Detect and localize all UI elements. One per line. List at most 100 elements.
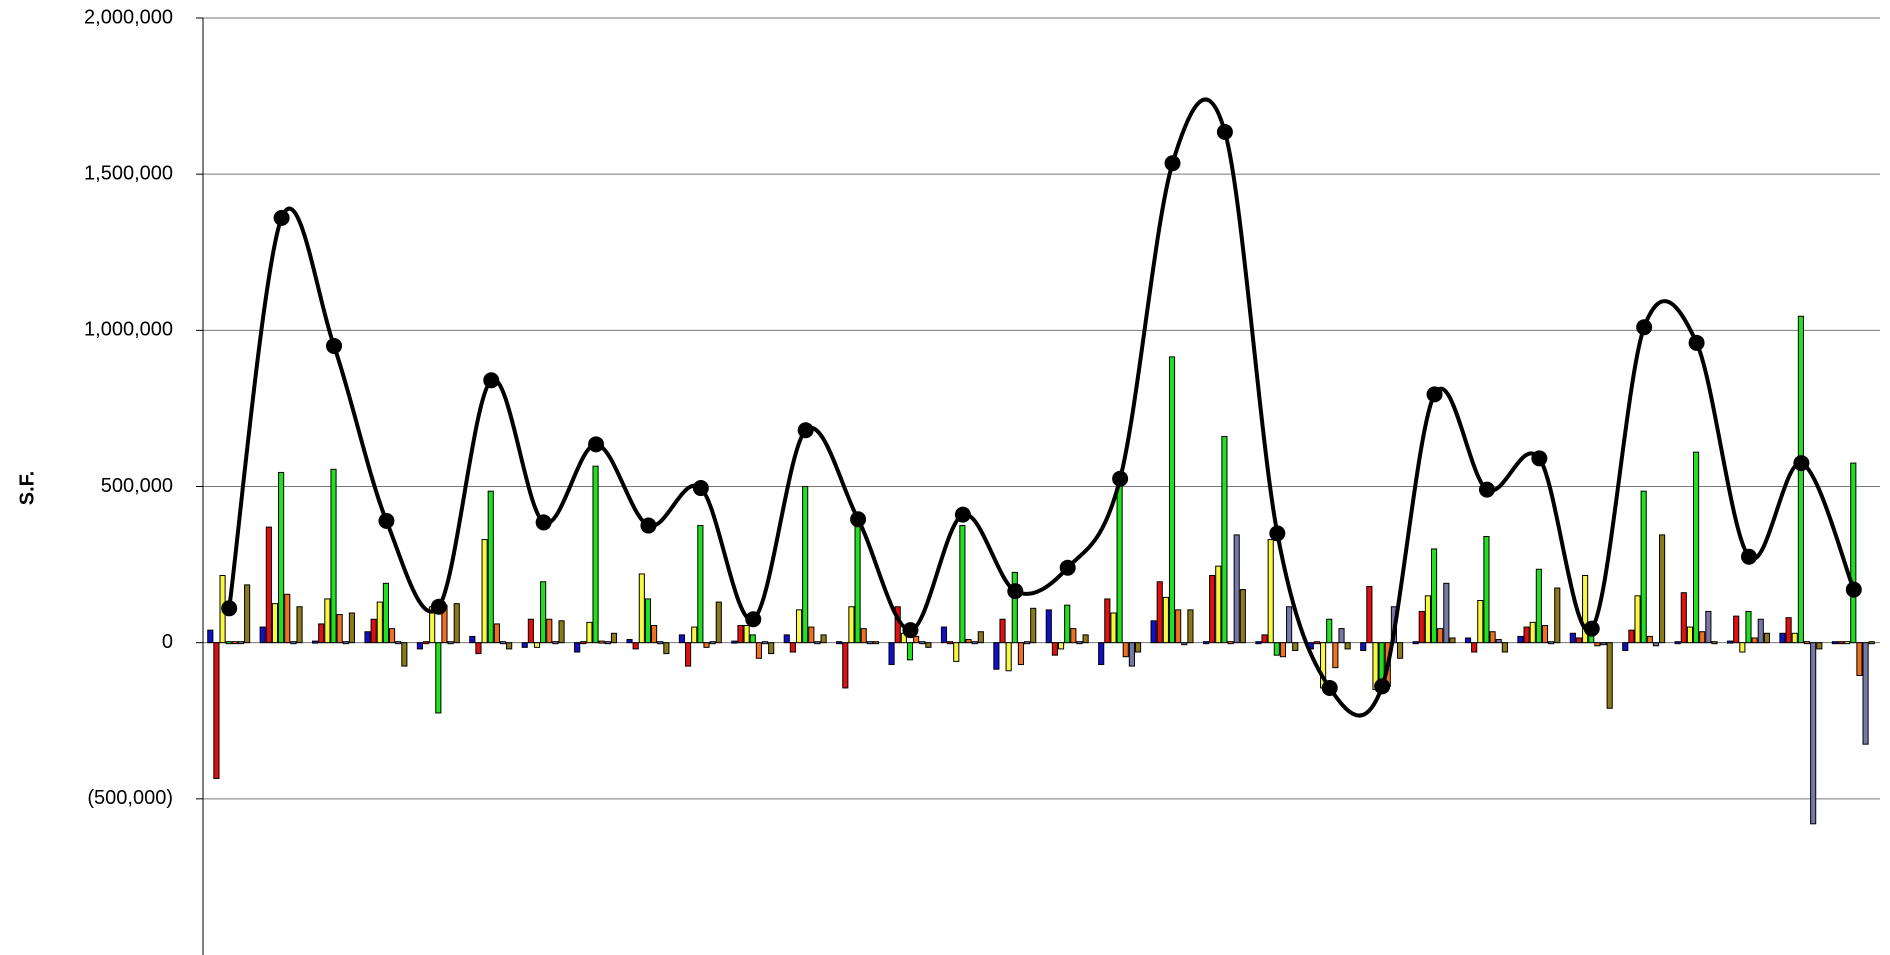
bar [1116, 479, 1123, 644]
y-axis-label: S.F. [16, 471, 38, 505]
bar [324, 598, 331, 644]
bar [1803, 641, 1811, 645]
bar [1622, 642, 1629, 651]
bar [610, 632, 618, 644]
bar [225, 641, 232, 645]
line-point [588, 436, 605, 453]
bar [888, 642, 895, 666]
bar [342, 641, 349, 645]
bar [1535, 568, 1542, 644]
bar [808, 626, 815, 644]
bar [1763, 632, 1770, 644]
bar [558, 620, 565, 644]
bar [1122, 642, 1129, 658]
line-point [850, 511, 867, 528]
bar [447, 641, 454, 645]
bar [533, 642, 541, 648]
bar [1517, 635, 1524, 644]
line-point [1583, 620, 1600, 637]
bar [836, 641, 843, 645]
bar [860, 628, 867, 644]
bar [737, 624, 744, 644]
bar [1168, 356, 1176, 644]
bar [453, 603, 460, 644]
bar [1831, 641, 1838, 645]
bar [506, 642, 513, 650]
bar [1726, 640, 1734, 644]
bar [709, 641, 716, 645]
bar [1495, 639, 1502, 644]
line-point [1740, 548, 1757, 565]
bar [925, 642, 932, 648]
bar [604, 641, 611, 645]
line-point [1688, 334, 1705, 351]
bar [469, 635, 476, 644]
bar [1785, 617, 1792, 644]
line-point [692, 480, 709, 497]
bar [395, 641, 402, 645]
bar [1412, 641, 1419, 645]
bar [1098, 642, 1105, 666]
bar [1175, 609, 1182, 644]
bar [1477, 600, 1484, 644]
bar [971, 641, 978, 645]
bar [348, 612, 356, 644]
bar [691, 626, 698, 644]
bar [755, 642, 762, 659]
bar [527, 618, 534, 644]
bar [1541, 624, 1549, 644]
line-point [1478, 481, 1495, 498]
bar [1418, 610, 1425, 644]
bar [370, 618, 377, 644]
bar [678, 634, 686, 644]
bar [336, 614, 343, 644]
bar [237, 641, 245, 645]
bar [1844, 641, 1851, 645]
bar [1640, 490, 1647, 644]
bar [1548, 641, 1555, 645]
bar [1868, 641, 1875, 645]
bar [213, 642, 220, 780]
bar [1286, 606, 1293, 644]
bar [644, 598, 652, 644]
y-tick-label: 500,000 [101, 475, 173, 497]
bar [1104, 598, 1111, 644]
bar [1523, 626, 1530, 644]
bar [1215, 565, 1222, 644]
bar [715, 601, 722, 644]
bar [1267, 539, 1274, 644]
bar [1227, 641, 1234, 645]
bar [651, 624, 658, 644]
bar [848, 606, 855, 644]
line-point [1112, 470, 1129, 487]
bar [1850, 462, 1857, 644]
bar [493, 623, 500, 644]
bar [1255, 641, 1262, 645]
bar [259, 626, 266, 644]
bar [965, 639, 972, 644]
bar [1449, 637, 1456, 644]
bar [1011, 571, 1018, 644]
bar [1134, 642, 1142, 653]
bar [1064, 604, 1071, 644]
bar [521, 642, 528, 648]
line-point [902, 622, 919, 639]
bar [1057, 642, 1065, 650]
bar [312, 640, 319, 644]
bar [1076, 641, 1083, 645]
bar [1181, 642, 1188, 646]
bar [1862, 642, 1869, 745]
bar [1582, 575, 1589, 644]
bar [768, 642, 775, 655]
bar [1443, 582, 1450, 644]
bar [552, 641, 559, 645]
line-point [1216, 124, 1233, 141]
bar [1810, 642, 1817, 825]
bar [1187, 609, 1194, 644]
bar [820, 634, 827, 644]
bar [1366, 585, 1373, 644]
bar [1628, 629, 1635, 644]
bar [1162, 596, 1169, 644]
bar [1017, 642, 1025, 666]
bar [416, 642, 423, 650]
